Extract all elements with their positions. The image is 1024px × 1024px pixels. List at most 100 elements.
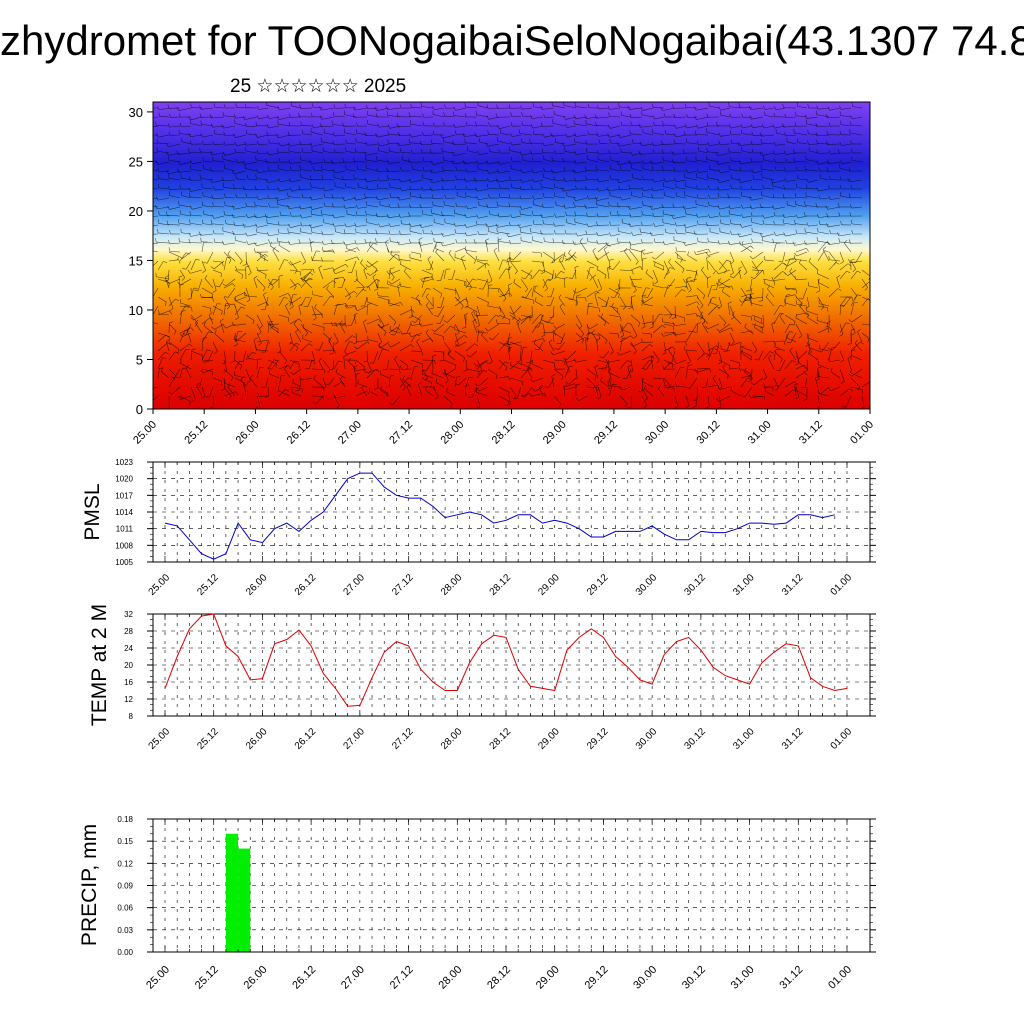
wind-barb — [773, 305, 781, 316]
wind-barb — [707, 384, 718, 388]
wind-barb-flag — [465, 239, 467, 244]
wind-barb — [279, 107, 291, 111]
wind-barb-flag — [488, 280, 493, 284]
wind-barb — [524, 386, 533, 398]
wind-barb — [212, 377, 222, 382]
wind-barb-flag — [233, 134, 236, 138]
wind-barb — [223, 242, 236, 245]
wind-barb-flag — [431, 329, 435, 332]
wind-barb — [465, 142, 478, 145]
x-tick-label: 30.12 — [695, 419, 723, 447]
wind-barb-flag — [556, 342, 561, 345]
wind-barb — [612, 260, 621, 270]
wind-barb — [520, 296, 534, 301]
wind-barb — [586, 323, 590, 334]
wind-barb-flag — [576, 294, 581, 296]
wind-barb — [465, 368, 479, 372]
wind-barb-flag — [386, 214, 389, 218]
wind-barb — [726, 341, 731, 352]
wind-barb-flag — [168, 185, 171, 190]
wind-barb — [476, 260, 486, 265]
wind-barb-flag — [398, 213, 401, 218]
wind-barb — [179, 395, 191, 402]
wind-barb-flag — [817, 214, 820, 218]
wind-barb — [674, 366, 681, 379]
wind-barb — [794, 161, 808, 163]
wind-barb-flag — [622, 306, 627, 310]
wind-barb-flag — [572, 169, 575, 174]
wind-barb — [686, 142, 698, 145]
pmsl-frame — [152, 461, 871, 563]
wind-barb — [619, 322, 628, 334]
wind-barb-flag — [727, 301, 732, 304]
wind-barb — [153, 233, 159, 235]
wind-barb — [257, 269, 269, 272]
wind-barb — [223, 377, 226, 390]
wind-barb-flag — [696, 194, 699, 199]
wind-barb — [630, 341, 637, 352]
wind-barb-flag — [553, 325, 557, 329]
wind-barb-flag — [596, 338, 601, 341]
wind-barb — [827, 215, 841, 218]
wind-barb — [256, 188, 269, 191]
wind-barb-flag — [554, 150, 557, 155]
wind-barb — [621, 386, 632, 391]
wind-barb — [444, 373, 456, 379]
wind-barb-flag — [589, 277, 593, 281]
wind-barb — [574, 267, 577, 280]
wind-barb — [201, 305, 211, 309]
wind-barb — [708, 241, 720, 244]
wind-barb — [641, 258, 644, 271]
wind-barb-flag — [185, 305, 190, 307]
wind-barb — [346, 305, 357, 309]
wind-barb-flag — [529, 138, 531, 144]
wind-barb-flag — [828, 387, 831, 392]
wind-barb — [708, 251, 720, 256]
wind-barb-flag — [463, 334, 468, 338]
wind-barb — [476, 331, 479, 343]
wind-barb — [740, 179, 753, 183]
wind-barb — [799, 262, 808, 271]
wind-barb — [203, 368, 214, 374]
wind-barb-flag — [169, 230, 171, 235]
wind-barb — [157, 278, 170, 283]
wind-barb — [425, 305, 434, 316]
wind-barb — [773, 278, 786, 281]
wind-barb-flag — [806, 178, 809, 183]
wind-barb-flag — [630, 151, 633, 156]
wind-barb-flag — [818, 220, 821, 225]
wind-barb-flag — [166, 339, 170, 342]
wind-barb-flag — [228, 396, 232, 400]
wind-barb-flag — [421, 149, 423, 154]
wind-barb-flag — [450, 403, 453, 408]
wind-barb — [808, 337, 819, 343]
wind-barb-flag — [692, 331, 697, 333]
wind-barb — [707, 224, 720, 226]
wind-barb — [568, 252, 577, 262]
wind-barb-flag — [235, 317, 239, 321]
wind-barb — [300, 268, 314, 271]
wind-barb-flag — [848, 193, 851, 198]
wind-barb — [344, 256, 357, 262]
wind-barb — [817, 327, 830, 334]
wind-barb — [399, 377, 406, 388]
wind-barb-flag — [644, 397, 648, 401]
wind-barb — [828, 251, 837, 262]
wind-barb-flag — [840, 305, 845, 307]
wind-barb-flag — [683, 131, 686, 136]
wind-barb — [290, 260, 302, 266]
wind-barb — [346, 143, 357, 145]
wind-barb — [311, 313, 322, 316]
wind-barb — [377, 348, 383, 361]
wind-barb — [720, 223, 731, 226]
wind-barb-flag — [586, 223, 589, 227]
wind-barb-flag — [674, 177, 677, 182]
wind-barb-flag — [565, 211, 567, 216]
wind-barb-flag — [617, 210, 619, 215]
wind-barb — [749, 278, 753, 291]
wind-barb — [451, 269, 456, 280]
wind-barb-flag — [164, 301, 167, 306]
wind-barb — [729, 169, 742, 172]
wind-barb — [818, 393, 830, 397]
wind-barb — [553, 359, 565, 362]
